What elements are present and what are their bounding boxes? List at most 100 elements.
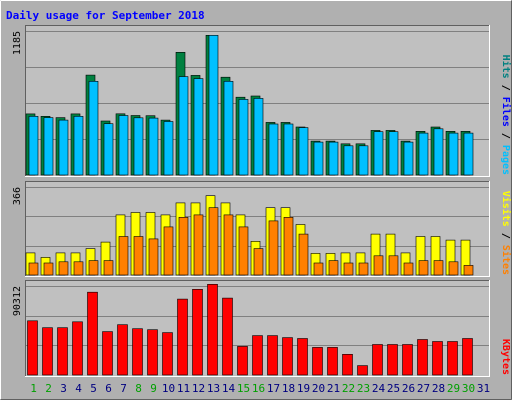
kbytes-kbytes-bar	[282, 337, 293, 376]
kbytes-kbytes-bar	[177, 298, 188, 376]
visits-sites-bar	[43, 262, 54, 276]
kbytes-kbytes-bar	[297, 338, 308, 376]
visits-sites-bar	[148, 238, 159, 276]
hits-files-bar	[118, 115, 129, 176]
visits-sites-bar	[343, 262, 354, 276]
x-tick-label: 18	[282, 382, 295, 395]
hits-files-bar	[178, 76, 189, 176]
visits-sites-bar	[328, 260, 339, 276]
x-tick-label: 2	[45, 382, 52, 395]
hits-files-bar	[358, 145, 369, 176]
legend-files: Files	[500, 97, 512, 127]
hits-files-bar	[73, 116, 84, 176]
x-tick-label: 13	[207, 382, 220, 395]
x-tick-label: 1	[30, 382, 37, 395]
x-tick-label: 12	[192, 382, 205, 395]
visits-sites-bar	[118, 236, 129, 276]
kbytes-ymax-label: 90312	[12, 286, 23, 316]
visits-sites-bar	[178, 217, 189, 276]
visits-sites-bar	[238, 226, 249, 276]
hits-legend: Hits / Files / Pages	[500, 55, 512, 175]
kbytes-kbytes-bar	[357, 365, 368, 376]
kbytes-kbytes-bar	[402, 344, 413, 376]
hits-files-bar	[463, 132, 474, 176]
x-tick-label: 27	[417, 382, 430, 395]
hits-files-bar	[373, 131, 384, 176]
visits-sites-bar	[103, 260, 114, 276]
hits-files-bar	[148, 117, 159, 176]
kbytes-kbytes-bar	[192, 288, 203, 376]
legend-sites: Sites	[500, 245, 512, 275]
hits-panel: 1185 Hits / Files / Pages	[12, 25, 512, 177]
hits-files-bar	[343, 145, 354, 176]
legend-kbytes: KBytes	[500, 339, 511, 375]
hits-files-bar	[283, 123, 294, 176]
visits-panel: 366 Visits / Sites	[12, 181, 512, 277]
hits-files-bar	[253, 98, 264, 176]
visits-sites-bar	[193, 214, 204, 276]
kbytes-kbytes-bar	[57, 327, 68, 376]
x-tick-label: 31	[477, 382, 490, 395]
x-tick-label: 23	[357, 382, 370, 395]
visits-sites-bar	[313, 262, 324, 276]
visits-sites-bar	[358, 262, 369, 276]
visits-sites-bar	[448, 261, 459, 276]
x-tick-label: 21	[327, 382, 340, 395]
x-tick-label: 19	[297, 382, 310, 395]
hits-files-bar	[43, 117, 54, 176]
visits-legend: Visits / Sites	[500, 191, 512, 275]
x-axis-ticks: 1 2 3 4 5 6 7 8 9 10 11 12 13 14 15 16 17 18 19 20 21 22 23 24 2…	[30, 382, 490, 395]
kbytes-kbytes-bar	[72, 321, 83, 376]
x-tick-label: 14	[222, 382, 236, 395]
x-tick-label: 17	[267, 382, 280, 395]
kbytes-legend: KBytes	[500, 339, 511, 375]
kbytes-kbytes-bar	[417, 339, 428, 376]
hits-files-bar	[268, 123, 279, 176]
visits-sites-bar	[463, 265, 474, 276]
kbytes-kbytes-bar	[237, 346, 248, 376]
kbytes-kbytes-bar	[147, 329, 158, 376]
hits-files-bar	[133, 117, 144, 176]
x-tick-label: 25	[387, 382, 400, 395]
x-tick-label: 28	[432, 382, 445, 395]
kbytes-kbytes-bar	[447, 341, 458, 376]
legend-separator: /	[500, 79, 511, 97]
kbytes-kbytes-bar	[252, 335, 263, 376]
visits-sites-bar	[253, 248, 264, 276]
hits-files-bar	[238, 99, 249, 176]
hits-files-bar	[448, 132, 459, 176]
x-tick-label: 7	[120, 382, 127, 395]
x-tick-label: 24	[372, 382, 386, 395]
x-tick-label: 26	[402, 382, 415, 395]
hits-files-bar	[163, 121, 174, 176]
x-tick-label: 16	[252, 382, 265, 395]
visits-sites-bar	[88, 260, 99, 276]
hits-files-bar	[418, 132, 429, 176]
kbytes-kbytes-bar	[117, 324, 128, 376]
x-tick-label: 4	[75, 382, 82, 395]
x-tick-label: 8	[135, 382, 142, 395]
hits-files-bar	[388, 131, 399, 176]
hits-files-bar	[298, 127, 309, 176]
x-tick-label: 20	[312, 382, 325, 395]
legend-hits: Hits	[500, 55, 512, 79]
x-tick-label: 22	[342, 382, 355, 395]
kbytes-kbytes-bar	[162, 332, 173, 376]
x-tick-label: 15	[237, 382, 250, 395]
hits-files-bar	[208, 34, 219, 176]
visits-sites-bar	[388, 255, 399, 276]
visits-sites-bar	[433, 260, 444, 276]
x-tick-label: 3	[60, 382, 67, 395]
visits-sites-bar	[58, 261, 69, 276]
legend-pages: Pages	[500, 145, 511, 175]
visits-ymax-label: 366	[12, 187, 23, 205]
hits-files-bar	[433, 128, 444, 176]
hits-files-bar	[313, 141, 324, 176]
visits-sites-bar	[133, 236, 144, 276]
kbytes-kbytes-bar	[267, 335, 278, 376]
visits-sites-bar	[28, 262, 39, 276]
visits-sites-bar	[298, 233, 309, 276]
kbytes-kbytes-bar	[342, 353, 353, 376]
kbytes-kbytes-bar	[42, 327, 53, 376]
